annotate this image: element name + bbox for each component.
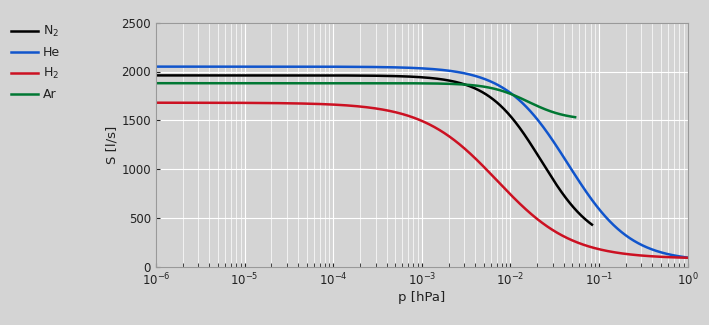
N₂ <box>588 223 596 227</box>
Ar <box>571 115 579 119</box>
Line: Ar: Ar <box>156 83 575 117</box>
H₂ <box>244 101 252 105</box>
Ar <box>251 81 259 85</box>
H₂ <box>356 105 364 109</box>
Ar <box>447 82 456 86</box>
N₂ <box>206 73 215 77</box>
Ar <box>384 81 393 85</box>
He <box>673 254 681 258</box>
H₂ <box>152 101 160 105</box>
Line: H₂: H₂ <box>156 103 688 258</box>
Line: N₂: N₂ <box>156 75 592 225</box>
N₂ <box>351 73 359 77</box>
H₂ <box>683 256 692 260</box>
H₂ <box>615 251 624 255</box>
Ar <box>197 81 206 85</box>
X-axis label: p [hPa]: p [hPa] <box>398 291 445 304</box>
He <box>244 65 252 69</box>
H₂ <box>379 108 387 111</box>
Legend: N$_2$, He, H$_2$, Ar: N$_2$, He, H$_2$, Ar <box>11 24 60 101</box>
He <box>615 229 624 233</box>
N₂ <box>160 73 169 77</box>
He <box>683 256 692 260</box>
H₂ <box>213 101 221 105</box>
Ar <box>152 81 160 85</box>
N₂ <box>446 79 454 83</box>
Y-axis label: S [l/s]: S [l/s] <box>106 125 118 164</box>
Line: He: He <box>156 67 688 258</box>
He <box>152 65 160 69</box>
H₂ <box>673 255 681 259</box>
He <box>213 65 221 69</box>
Ar <box>561 113 569 117</box>
N₂ <box>545 172 554 176</box>
He <box>356 65 364 69</box>
N₂ <box>288 73 296 77</box>
N₂ <box>152 73 160 77</box>
He <box>379 65 387 69</box>
Ar <box>217 81 225 85</box>
